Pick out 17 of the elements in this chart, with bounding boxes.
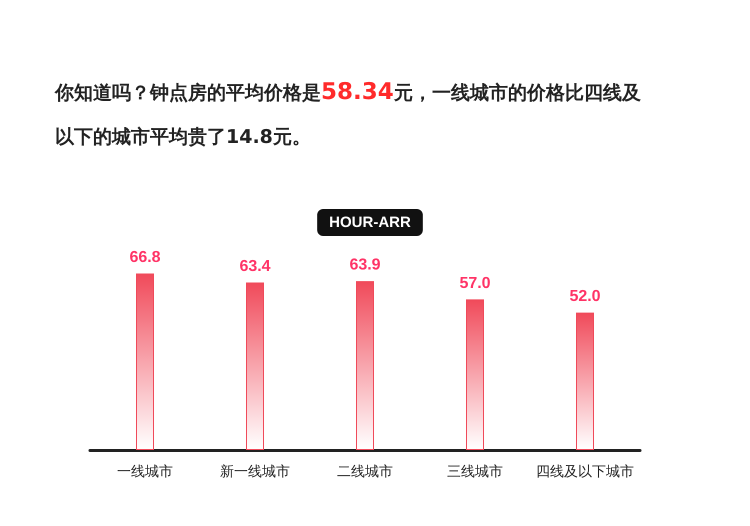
bar [356,281,374,450]
x-tick-label: 四线及以下城市 [536,463,634,479]
x-tick-label: 新一线城市 [220,463,290,479]
bar [466,299,484,450]
data-label: 63.9 [349,256,381,274]
chart-subtitle: HOUR-ARR [329,214,411,231]
x-tick-label: 三线城市 [447,463,503,479]
data-label: 57.0 [459,274,491,292]
bar [246,282,264,450]
data-label: 63.4 [239,258,271,275]
data-label: 52.0 [569,288,601,306]
bar [576,312,594,450]
data-label: 66.8 [129,248,161,266]
bar [136,273,154,450]
chart-title: 你知道吗？钟点房的平均价格是58.34元，一线城市的价格比四线及以下的城市平均贵了14.8元。 [55,79,641,148]
x-tick-label: 二线城市 [337,463,393,479]
x-tick-label: 一线城市 [117,463,173,479]
